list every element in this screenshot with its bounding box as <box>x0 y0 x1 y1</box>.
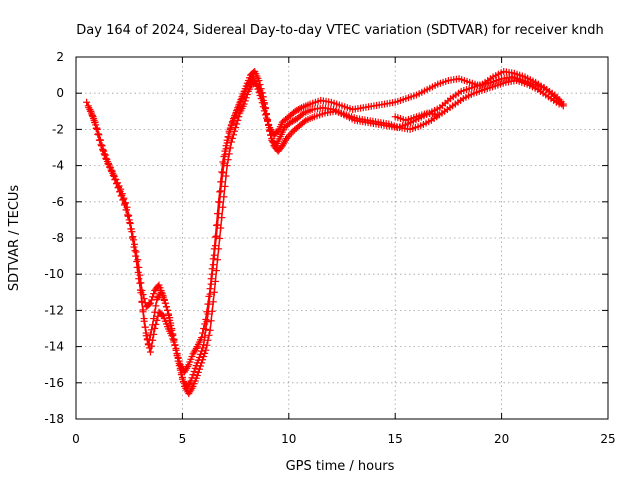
series-line <box>88 70 564 389</box>
x-tick-label: 10 <box>281 432 296 446</box>
y-tick-label: -12 <box>44 303 64 317</box>
y-tick-label: 0 <box>56 86 64 100</box>
chart-title: Day 164 of 2024, Sidereal Day-to-day VTE… <box>76 23 603 38</box>
y-tick-label: -4 <box>52 159 64 173</box>
y-tick-label: -6 <box>52 195 64 209</box>
y-axis-title: SDTVAR / TECUs <box>7 185 22 292</box>
y-tick-label: -8 <box>52 231 64 245</box>
y-tick-label: -10 <box>44 267 64 281</box>
y-tick-label: -2 <box>52 122 64 136</box>
data-series <box>83 67 567 398</box>
x-tick-label: 20 <box>494 432 509 446</box>
x-tick-label: 15 <box>388 432 403 446</box>
y-tick-label: -14 <box>44 340 64 354</box>
y-tick-label: 2 <box>56 50 64 64</box>
y-tick-label: -16 <box>44 376 64 390</box>
grid-lines <box>76 57 608 419</box>
series-track-1 <box>83 73 567 376</box>
series-track-4 <box>391 109 442 124</box>
x-tick-label: 0 <box>72 432 80 446</box>
x-axis-title: GPS time / hours <box>286 459 395 474</box>
x-tick-label: 25 <box>600 432 615 446</box>
axis-ticks: 0 5 10 15 20 25 -18 -16 -14 -12 -10 -8 -6 -4 -2 0 2 <box>44 50 615 446</box>
series-line <box>85 76 564 373</box>
series-track-3 <box>87 77 563 398</box>
y-tick-label: -18 <box>44 412 64 426</box>
x-tick-label: 5 <box>179 432 187 446</box>
series-track-2 <box>85 67 567 392</box>
